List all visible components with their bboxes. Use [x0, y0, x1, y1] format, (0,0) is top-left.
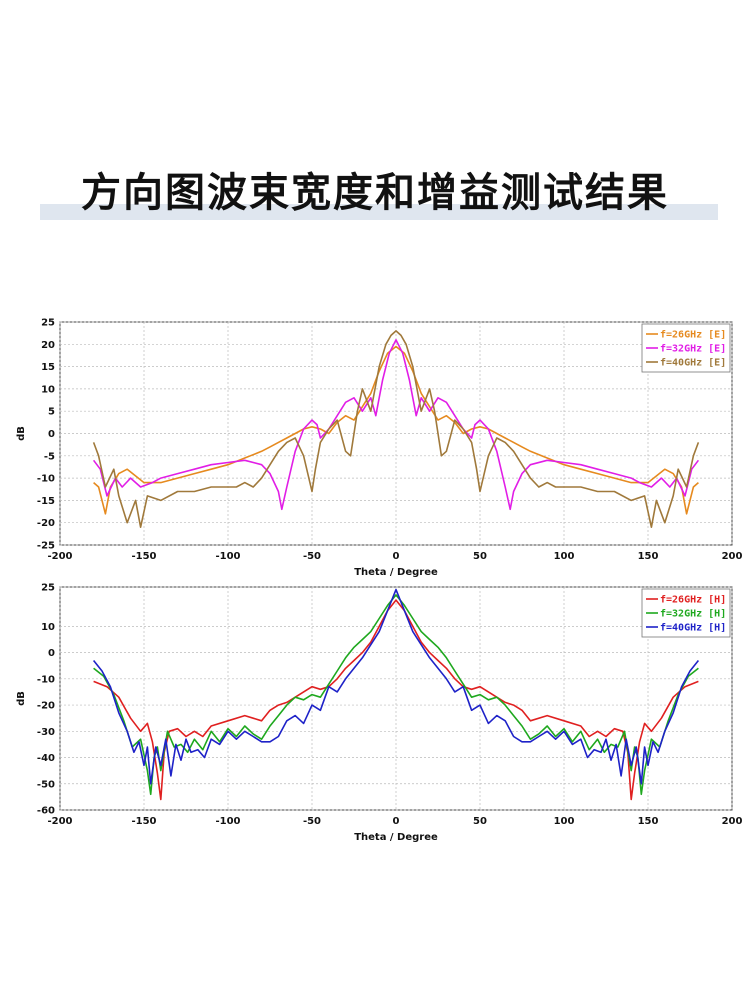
y-tick-label: -20 — [37, 701, 55, 712]
legend-entry: f=40GHz [E] — [660, 358, 726, 369]
y-tick-label: -30 — [37, 727, 55, 738]
y-axis-label: dB — [16, 426, 27, 441]
y-tick-label: -40 — [37, 753, 55, 764]
y-tick-label: 10 — [41, 622, 55, 633]
y-tick-label: -15 — [37, 496, 55, 507]
x-tick-label: 0 — [393, 816, 400, 827]
legend-entry: f=32GHz [E] — [660, 344, 726, 355]
x-tick-label: 0 — [393, 551, 400, 562]
y-tick-label: -50 — [37, 779, 55, 790]
x-tick-label: -50 — [303, 816, 321, 827]
y-tick-label: -10 — [37, 474, 55, 485]
y-tick-label: 25 — [41, 318, 55, 329]
legend: f=26GHz [H] f=32GHz [H] f=40GHz [H] — [641, 588, 731, 638]
legend-entry: f=32GHz [H] — [660, 609, 726, 620]
series-line-3 — [92, 330, 700, 528]
y-tick-label: -10 — [37, 674, 55, 685]
y-tick-label: 10 — [41, 384, 55, 395]
y-tick-label: -20 — [37, 518, 55, 529]
y-tick-label: -25 — [37, 541, 55, 552]
x-tick-label: 100 — [554, 551, 575, 562]
y-tick-label: -5 — [44, 451, 55, 462]
series-line-2 — [92, 339, 700, 511]
grid-lines — [59, 586, 733, 811]
legend-entry: f=26GHz [E] — [660, 330, 726, 341]
x-tick-label: -50 — [303, 551, 321, 562]
x-tick-label: -150 — [131, 816, 156, 827]
x-tick-label: -200 — [47, 551, 72, 562]
x-tick-label: -200 — [47, 816, 72, 827]
e-plane-pattern-chart: -200 -150 -100 -50 0 50 100 150 2002520151050-5-… — [16, 318, 743, 579]
x-tick-label: 200 — [722, 816, 743, 827]
x-tick-label: 50 — [473, 816, 487, 827]
x-tick-label: -150 — [131, 551, 156, 562]
y-tick-label: -60 — [37, 806, 55, 817]
x-tick-label: -100 — [215, 816, 240, 827]
x-tick-label: 100 — [554, 816, 575, 827]
series-line-1 — [93, 599, 699, 801]
x-axis-label: Theta / Degree — [354, 567, 438, 578]
x-tick-label: 200 — [722, 551, 743, 562]
x-tick-label: 150 — [638, 816, 659, 827]
legend-entry: f=40GHz [H] — [660, 623, 726, 634]
y-tick-label: 0 — [48, 648, 55, 659]
legend-entry: f=26GHz [H] — [660, 595, 726, 606]
y-tick-label: 5 — [48, 407, 55, 418]
x-axis-label: Theta / Degree — [354, 832, 438, 843]
y-tick-label: 15 — [41, 362, 55, 373]
page-title: 方向图波束宽度和增益测试结果 — [81, 170, 669, 216]
series-line-3 — [92, 588, 700, 785]
series-line-2 — [93, 594, 699, 796]
h-plane-pattern-chart: -200 -150 -100 -50 0 50 100 150 20025100-10-20-3… — [16, 583, 743, 844]
x-tick-label: -100 — [215, 551, 240, 562]
series-line-1 — [93, 345, 699, 515]
x-tick-label: 150 — [638, 551, 659, 562]
y-tick-label: 20 — [41, 340, 55, 351]
y-tick-label: 0 — [48, 429, 55, 440]
y-tick-label: 25 — [41, 583, 55, 594]
title-underline-band — [40, 204, 718, 220]
x-tick-label: 50 — [473, 551, 487, 562]
y-axis-label: dB — [16, 691, 27, 706]
legend: f=26GHz [E] f=32GHz [E] f=40GHz [E] — [641, 323, 731, 373]
